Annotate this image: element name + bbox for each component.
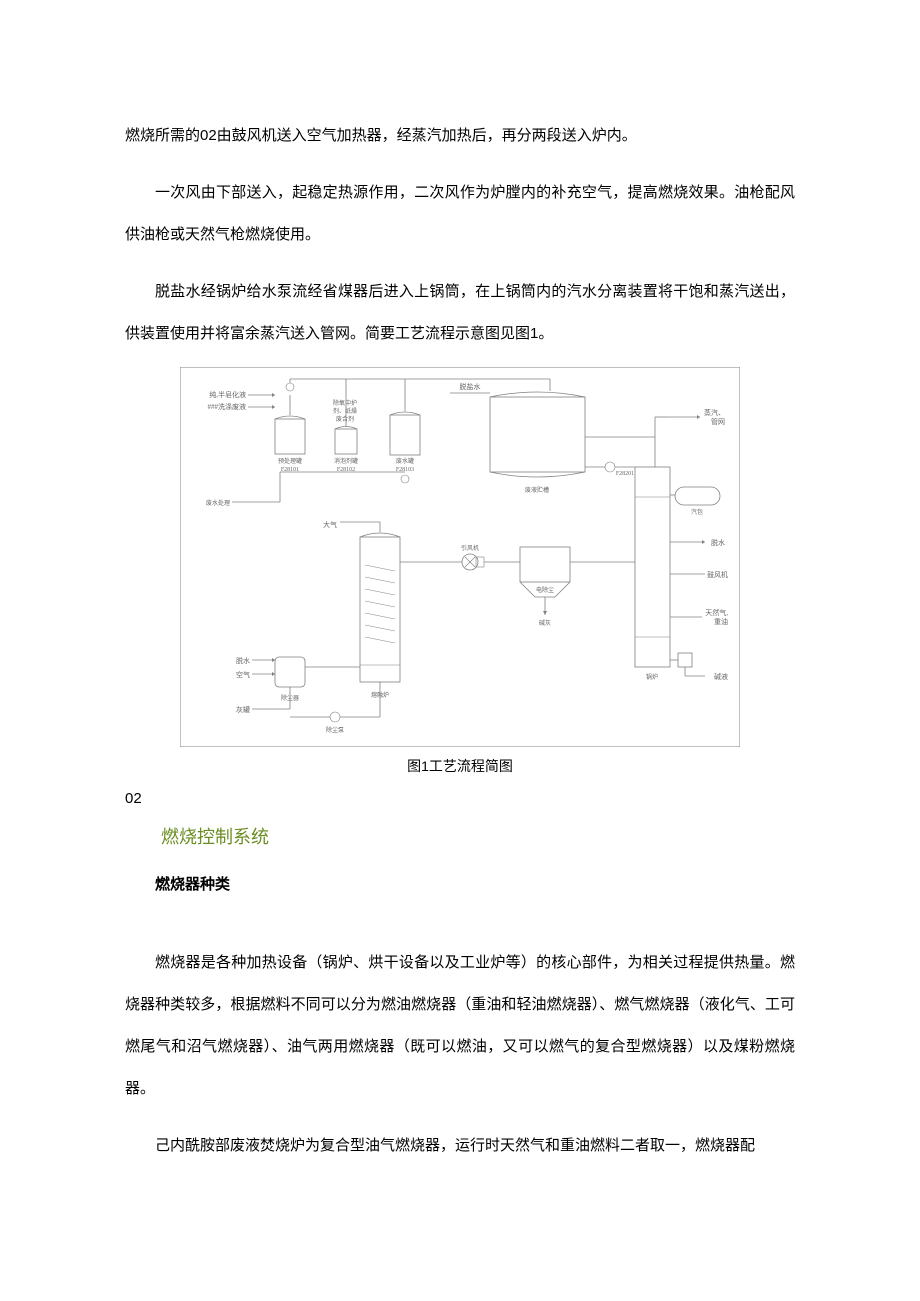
document-page: 燃烧所需的02由鼓风机送入空气加热器，经蒸汽加热后，再分两段送入炉内。 一次风由… (0, 0, 920, 1239)
label-r5a: 天然气, (705, 608, 728, 617)
label-t4: 废液贮槽 (525, 486, 549, 494)
label-m1: 引风机 (461, 544, 479, 552)
section-number: 02 (125, 790, 795, 807)
label-r3-dewater: 脱水 (711, 538, 725, 547)
figure-caption: 图1工艺流程简图 (125, 756, 795, 776)
paragraph-4: 燃烧器是各种加热设备（锅炉、烘干设备以及工业炉等）的核心部件，为相关过程提供热量… (125, 942, 795, 1110)
label-b1: 脱水 (236, 656, 250, 665)
label-r5b: 重油 (714, 617, 728, 626)
label-r1b: 管网 (711, 417, 725, 426)
paragraph-1: 燃烧所需的02由鼓风机送入空气加热器，经蒸汽加热后，再分两段送入炉内。 (125, 115, 795, 157)
label-l2b: 剂、纸燥 (333, 407, 357, 415)
label-t4b: F28201 (616, 471, 634, 477)
paragraph-2: 一次风由下部送入，起稳定热源作用，二次风作为炉膛内的补充空气，提高燃烧效果。油枪… (125, 172, 795, 256)
label-r7-alkali: 碱液 (714, 672, 728, 681)
section-title: 燃烧控制系统 (161, 823, 795, 849)
label-l3: 脱盐水 (460, 382, 481, 391)
label-l2c: 废合剂 (336, 415, 354, 423)
label-b2: 空气 (236, 670, 250, 679)
label-b3: 灰罐 (236, 705, 250, 714)
label-wtr: 废水处理 (206, 499, 230, 507)
label-r4-blower: 鼓风机 (707, 570, 728, 579)
paragraph-3: 脱盐水经锅炉给水泵流经省煤器后进入上锅筒，在上锅筒内的汽水分离装置将干饱和蒸汽送… (125, 271, 795, 355)
label-t2a: 消泡剂罐 (334, 457, 358, 465)
subsection-title: 燃烧器种类 (155, 873, 795, 894)
figure-1: 纯,半皂化液 ###洗涤废液 预处理罐 F28101 除氧中护 剂、纸燥 废合剂 (125, 367, 795, 776)
label-l1b: ###洗涤废液 (208, 402, 247, 411)
label-t3a: 废水罐 (396, 457, 414, 465)
label-m2: 电除尘 (536, 586, 554, 594)
label-l1a: 纯,半皂化液 (209, 390, 246, 399)
label-t1a: 预处理罐 (278, 457, 302, 465)
label-b6: 除尘泵 (326, 726, 344, 734)
label-r2: 汽包 (691, 508, 703, 516)
label-r6: 锅炉 (646, 673, 658, 681)
flow-diagram: 纯,半皂化液 ###洗涤废液 预处理罐 F28101 除氧中护 剂、纸燥 废合剂 (180, 367, 740, 752)
label-m3: 碱灰 (539, 619, 551, 627)
label-r1a: 蒸汽、 (704, 408, 725, 417)
paragraph-5: 己内酰胺部废液焚烧炉为复合型油气燃烧器，运行时天然气和重油燃料二者取一，燃烧器配 (125, 1125, 795, 1167)
label-b4: 除尘器 (281, 694, 299, 702)
label-air: 大气 (323, 520, 337, 529)
label-l2a: 除氧中护 (333, 399, 357, 407)
